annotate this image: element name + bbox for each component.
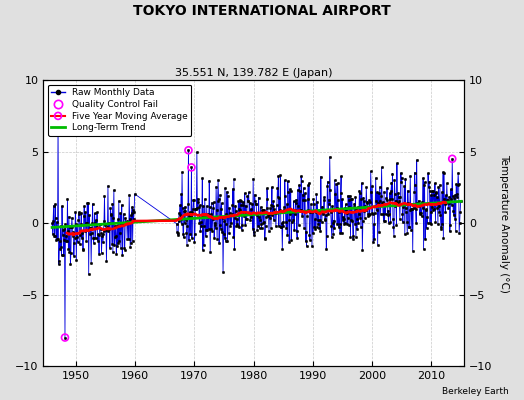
Raw Monthly Data bbox=[50, 203, 57, 208]
Quality Control Fail bbox=[54, 113, 62, 119]
Title: 35.551 N, 139.782 E (Japan): 35.551 N, 139.782 E (Japan) bbox=[175, 68, 332, 78]
Legend: Raw Monthly Data, Quality Control Fail, Five Year Moving Average, Long-Term Tren: Raw Monthly Data, Quality Control Fail, … bbox=[48, 85, 191, 136]
Raw Monthly Data bbox=[101, 194, 107, 198]
Raw Monthly Data bbox=[262, 236, 268, 240]
Text: TOKYO INTERNATIONAL AIRPORT: TOKYO INTERNATIONAL AIRPORT bbox=[133, 4, 391, 18]
Line: Raw Monthly Data: Raw Monthly Data bbox=[51, 115, 462, 339]
Raw Monthly Data bbox=[355, 205, 361, 210]
Raw Monthly Data bbox=[62, 335, 68, 340]
Five Year Moving Average bbox=[64, 231, 70, 236]
Text: Berkeley Earth: Berkeley Earth bbox=[442, 387, 508, 396]
Quality Control Fail bbox=[61, 334, 69, 341]
Quality Control Fail bbox=[184, 147, 193, 154]
Raw Monthly Data bbox=[248, 214, 254, 219]
Raw Monthly Data bbox=[457, 198, 464, 203]
Raw Monthly Data bbox=[364, 200, 370, 205]
Raw Monthly Data bbox=[49, 221, 55, 226]
Quality Control Fail bbox=[448, 156, 456, 162]
Five Year Moving Average bbox=[302, 210, 309, 215]
Five Year Moving Average bbox=[441, 200, 447, 204]
Raw Monthly Data bbox=[55, 114, 61, 118]
Five Year Moving Average bbox=[326, 209, 333, 214]
Five Year Moving Average bbox=[411, 203, 418, 208]
Five Year Moving Average bbox=[368, 205, 375, 210]
Five Year Moving Average bbox=[379, 204, 385, 208]
Five Year Moving Average bbox=[443, 200, 449, 205]
Y-axis label: Temperature Anomaly (°C): Temperature Anomaly (°C) bbox=[499, 154, 509, 292]
Five Year Moving Average bbox=[439, 200, 445, 205]
Line: Five Year Moving Average: Five Year Moving Average bbox=[67, 202, 446, 235]
Quality Control Fail bbox=[187, 164, 195, 170]
Five Year Moving Average bbox=[70, 233, 77, 238]
